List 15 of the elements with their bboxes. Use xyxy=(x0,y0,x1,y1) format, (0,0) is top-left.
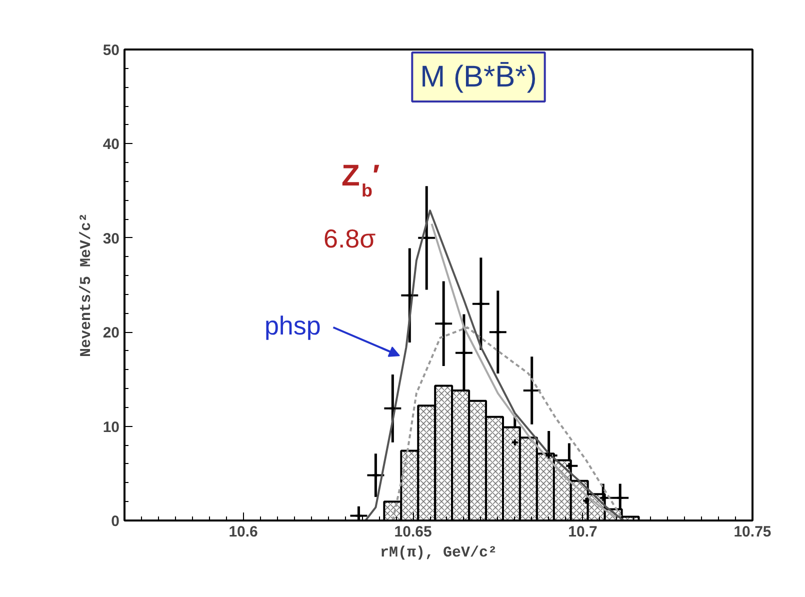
annotation: 6.8σ xyxy=(324,224,376,254)
y-axis-title: Nevents/5 MeV/c² xyxy=(78,212,95,358)
x-axis-title: rM(π), GeV/c² xyxy=(380,544,498,562)
x-tick-label: 10.6 xyxy=(228,524,258,540)
y-tick-label: 30 xyxy=(102,230,120,248)
x-tick-label: 10.65 xyxy=(394,524,432,540)
x-tick-label: 10.7 xyxy=(568,524,598,540)
y-tick-label: 10 xyxy=(102,418,120,436)
y-tick-label: 50 xyxy=(102,42,120,59)
y-tick-label: 40 xyxy=(102,136,120,154)
y-tick-label: 0 xyxy=(111,513,120,530)
y-tick-label: 20 xyxy=(102,324,120,342)
annotation: phsp xyxy=(264,310,321,341)
x-tick-label: 10.75 xyxy=(734,524,772,540)
chart-title: M (B*B̄*) xyxy=(420,60,537,94)
